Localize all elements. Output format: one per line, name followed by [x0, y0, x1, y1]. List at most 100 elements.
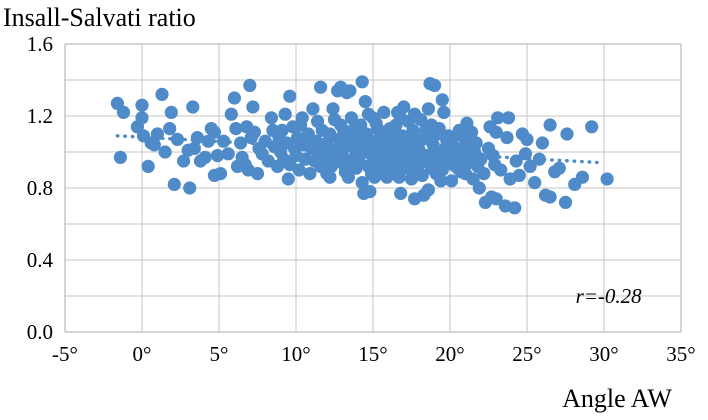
data-point: [198, 150, 212, 164]
data-point: [355, 75, 369, 89]
data-point: [444, 174, 459, 188]
data-point: [355, 176, 369, 190]
data-point: [414, 113, 428, 127]
data-point: [177, 154, 191, 168]
x-tick-label: 5°: [210, 342, 229, 366]
data-point: [489, 125, 503, 139]
data-point: [377, 105, 391, 119]
data-point: [295, 111, 309, 125]
data-point: [326, 102, 340, 116]
trendline-dotted: [115, 134, 606, 165]
data-point: [543, 118, 557, 132]
data-point: [135, 111, 149, 125]
data-point: [278, 107, 292, 121]
data-point: [213, 167, 228, 181]
data-point: [489, 192, 503, 206]
data-point: [147, 138, 161, 152]
data-point: [210, 149, 225, 163]
data-point: [158, 145, 172, 159]
data-point: [234, 136, 248, 150]
chart-title: Insall-Salvati ratio: [3, 3, 196, 32]
data-point: [164, 105, 178, 119]
data-point: [221, 147, 235, 161]
data-point: [186, 100, 200, 114]
data-point: [163, 122, 177, 136]
data-point: [469, 136, 483, 150]
data-point: [415, 168, 429, 182]
data-point: [343, 84, 357, 98]
data-point: [558, 195, 573, 209]
data-point: [552, 161, 566, 175]
data-point: [250, 167, 265, 181]
data-point: [600, 172, 614, 186]
data-point: [491, 111, 505, 125]
x-axis-tick-labels: -5° 0° 5° 10° 15° 20° 25° 30° 35°: [52, 342, 696, 366]
data-point: [224, 107, 238, 121]
data-point: [358, 95, 372, 109]
y-tick-label: 0.4: [27, 248, 54, 272]
data-point: [394, 186, 408, 200]
data-point: [303, 167, 317, 181]
data-point: [397, 100, 411, 114]
data-point: [428, 78, 442, 92]
data-point: [283, 89, 297, 103]
data-point: [585, 120, 599, 134]
data-point: [421, 102, 435, 116]
data-point: [432, 122, 446, 136]
x-tick-label: 10°: [281, 342, 310, 366]
data-point: [575, 170, 590, 184]
data-point: [435, 93, 449, 107]
y-tick-label: 1.2: [27, 104, 53, 128]
x-tick-label: 25°: [512, 342, 541, 366]
x-tick-label: 35°: [666, 342, 695, 366]
data-point: [275, 123, 289, 137]
x-tick-label: 15°: [358, 342, 387, 366]
data-point: [465, 125, 479, 139]
x-tick-label: 0°: [133, 342, 152, 366]
data-point: [344, 111, 358, 125]
data-point: [113, 150, 127, 164]
data-point: [141, 159, 155, 173]
data-point: [543, 190, 557, 204]
data-point: [247, 125, 261, 139]
data-point: [421, 183, 435, 197]
data-point: [155, 87, 169, 101]
data-point: [535, 136, 550, 150]
x-axis-label: Angle AW: [562, 384, 672, 413]
data-point: [500, 131, 514, 145]
data-point: [264, 111, 278, 125]
data-point: [183, 181, 197, 195]
data-point: [243, 78, 257, 92]
data-point: [281, 172, 295, 186]
data-point: [187, 141, 201, 155]
data-point: [532, 152, 546, 166]
data-point: [512, 168, 526, 182]
data-point: [528, 176, 542, 190]
correlation-annotation: r=-0.28: [576, 284, 643, 308]
data-point: [477, 167, 491, 181]
data-point: [116, 105, 131, 119]
data-point: [472, 181, 486, 195]
data-point: [520, 132, 534, 146]
data-point: [341, 170, 355, 184]
y-tick-label: 0.0: [27, 320, 53, 344]
y-axis-tick-labels: 0.0 0.4 0.8 1.2 1.6: [27, 32, 54, 344]
data-point: [437, 105, 451, 119]
data-point: [523, 159, 537, 173]
data-point: [207, 125, 221, 139]
y-tick-label: 1.6: [27, 32, 53, 56]
data-point: [292, 163, 306, 177]
data-point: [501, 111, 516, 125]
data-point: [306, 102, 320, 116]
y-tick-label: 0.8: [27, 176, 53, 200]
data-point: [246, 100, 260, 114]
data-point: [508, 201, 522, 215]
data-point: [434, 174, 448, 188]
data-point: [494, 163, 508, 177]
data-point: [560, 127, 574, 141]
x-tick-label: 30°: [589, 342, 618, 366]
data-point: [363, 185, 377, 199]
data-point: [314, 80, 328, 94]
